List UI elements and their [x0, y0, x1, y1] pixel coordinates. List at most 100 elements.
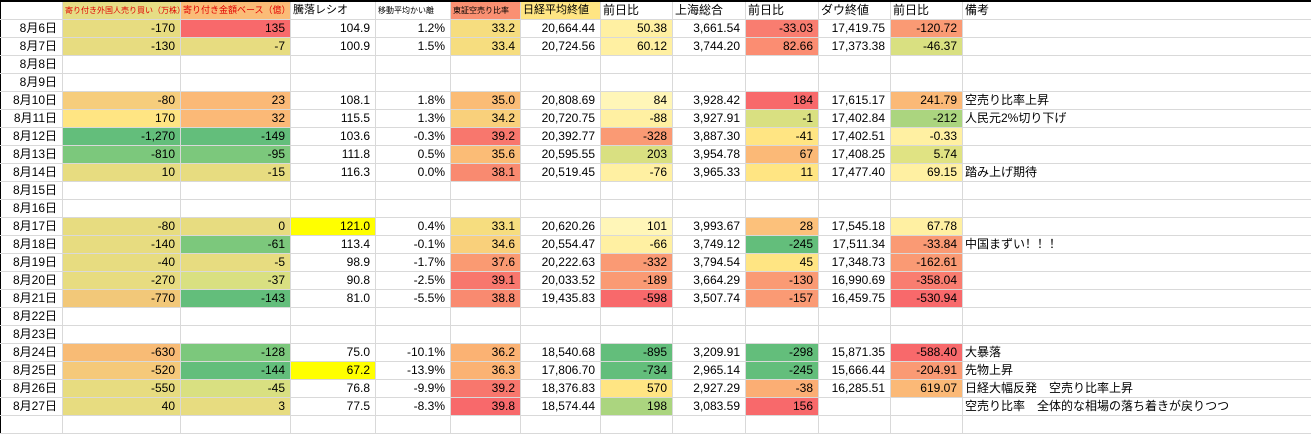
cell-nikkei-close[interactable]	[521, 308, 601, 326]
cell-ma-deviation[interactable]: 0.5%	[376, 146, 451, 164]
cell-dow-close[interactable]: 16,285.51	[819, 380, 891, 398]
cell-short-sell-ratio[interactable]: 35.0	[451, 92, 521, 110]
cell-ma-deviation[interactable]: 1.5%	[376, 38, 451, 56]
cell-short-sell-ratio[interactable]	[451, 416, 521, 434]
header-shanghai-close[interactable]: 上海総合	[673, 1, 746, 20]
cell-ma-deviation[interactable]: 1.2%	[376, 20, 451, 38]
cell-nikkei-change[interactable]	[601, 56, 673, 74]
cell-remarks[interactable]: 人民元2%切り下げ	[963, 110, 1311, 128]
cell-nikkei-close[interactable]: 20,554.47	[521, 236, 601, 254]
cell-dow-close[interactable]: 16,459.75	[819, 290, 891, 308]
cell-nikkei-close[interactable]: 18,574.44	[521, 398, 601, 416]
cell-shanghai-change[interactable]	[746, 74, 819, 92]
header-foreign-open-shares[interactable]: 寄り付き外国人売り買い（万株）	[63, 1, 181, 20]
cell-dow-close[interactable]: 17,348.73	[819, 254, 891, 272]
cell-shanghai-close[interactable]	[673, 200, 746, 218]
cell-foreign-open-shares[interactable]	[63, 200, 181, 218]
cell-dow-close[interactable]: 17,373.38	[819, 38, 891, 56]
cell-ma-deviation[interactable]	[376, 200, 451, 218]
cell-dow-change[interactable]	[891, 398, 963, 416]
cell-remarks[interactable]	[963, 290, 1311, 308]
cell-shanghai-change[interactable]: -38	[746, 380, 819, 398]
cell-dow-close[interactable]: 17,419.75	[819, 20, 891, 38]
cell-foreign-open-value[interactable]	[181, 416, 291, 434]
cell-short-sell-ratio[interactable]: 38.8	[451, 290, 521, 308]
cell-nikkei-change[interactable]: 50.38	[601, 20, 673, 38]
cell-foreign-open-shares[interactable]: -270	[63, 272, 181, 290]
cell-nikkei-change[interactable]: -88	[601, 110, 673, 128]
cell-ma-deviation[interactable]	[376, 326, 451, 344]
cell-date[interactable]: 8月14日	[1, 164, 63, 182]
cell-nikkei-close[interactable]	[521, 74, 601, 92]
cell-ma-deviation[interactable]: 0.4%	[376, 218, 451, 236]
cell-nikkei-change[interactable]: 203	[601, 146, 673, 164]
cell-ma-deviation[interactable]	[376, 56, 451, 74]
cell-advance-decline-ratio[interactable]: 103.6	[291, 128, 376, 146]
cell-ma-deviation[interactable]	[376, 308, 451, 326]
cell-nikkei-close[interactable]: 20,664.44	[521, 20, 601, 38]
cell-ma-deviation[interactable]: 1.8%	[376, 92, 451, 110]
cell-nikkei-change[interactable]: -895	[601, 344, 673, 362]
cell-foreign-open-shares[interactable]	[63, 416, 181, 434]
cell-dow-change[interactable]	[891, 326, 963, 344]
cell-short-sell-ratio[interactable]: 33.1	[451, 218, 521, 236]
cell-dow-change[interactable]: 69.15	[891, 164, 963, 182]
cell-remarks[interactable]: 中国まずい！！！	[963, 236, 1311, 254]
cell-foreign-open-value[interactable]: -45	[181, 380, 291, 398]
cell-foreign-open-value[interactable]: -143	[181, 290, 291, 308]
cell-shanghai-change[interactable]: 184	[746, 92, 819, 110]
header-foreign-open-value[interactable]: 寄り付き金額ベース（億）	[181, 1, 291, 20]
cell-short-sell-ratio[interactable]	[451, 200, 521, 218]
cell-short-sell-ratio[interactable]: 37.6	[451, 254, 521, 272]
header-remarks[interactable]: 備考	[963, 1, 1311, 20]
cell-shanghai-close[interactable]	[673, 74, 746, 92]
cell-dow-close[interactable]	[819, 182, 891, 200]
cell-date[interactable]: 8月25日	[1, 362, 63, 380]
cell-nikkei-close[interactable]: 17,806.70	[521, 362, 601, 380]
cell-shanghai-change[interactable]: -298	[746, 344, 819, 362]
cell-shanghai-change[interactable]: 11	[746, 164, 819, 182]
cell-short-sell-ratio[interactable]	[451, 56, 521, 74]
cell-shanghai-close[interactable]: 3,927.91	[673, 110, 746, 128]
cell-foreign-open-shares[interactable]: 40	[63, 398, 181, 416]
cell-shanghai-close[interactable]: 3,954.78	[673, 146, 746, 164]
cell-date[interactable]: 8月9日	[1, 74, 63, 92]
header-nikkei-change[interactable]: 前日比	[601, 1, 673, 20]
cell-foreign-open-shares[interactable]	[63, 182, 181, 200]
cell-dow-change[interactable]: -358.04	[891, 272, 963, 290]
cell-foreign-open-value[interactable]	[181, 56, 291, 74]
cell-short-sell-ratio[interactable]: 33.4	[451, 38, 521, 56]
cell-advance-decline-ratio[interactable]	[291, 326, 376, 344]
cell-advance-decline-ratio[interactable]	[291, 182, 376, 200]
cell-date[interactable]: 8月15日	[1, 182, 63, 200]
cell-advance-decline-ratio[interactable]: 81.0	[291, 290, 376, 308]
cell-advance-decline-ratio[interactable]: 75.0	[291, 344, 376, 362]
cell-short-sell-ratio[interactable]: 36.3	[451, 362, 521, 380]
cell-dow-change[interactable]	[891, 200, 963, 218]
cell-foreign-open-shares[interactable]: -130	[63, 38, 181, 56]
cell-remarks[interactable]	[963, 272, 1311, 290]
cell-advance-decline-ratio[interactable]: 116.3	[291, 164, 376, 182]
cell-remarks[interactable]	[963, 20, 1311, 38]
cell-shanghai-close[interactable]: 3,993.67	[673, 218, 746, 236]
cell-shanghai-change[interactable]: -130	[746, 272, 819, 290]
cell-nikkei-change[interactable]: -598	[601, 290, 673, 308]
cell-shanghai-close[interactable]: 3,794.54	[673, 254, 746, 272]
cell-nikkei-close[interactable]: 20,620.26	[521, 218, 601, 236]
cell-shanghai-close[interactable]: 2,965.14	[673, 362, 746, 380]
cell-shanghai-close[interactable]	[673, 182, 746, 200]
cell-remarks[interactable]	[963, 146, 1311, 164]
cell-remarks[interactable]	[963, 200, 1311, 218]
cell-shanghai-change[interactable]	[746, 326, 819, 344]
cell-date[interactable]: 8月18日	[1, 236, 63, 254]
cell-short-sell-ratio[interactable]	[451, 326, 521, 344]
cell-shanghai-close[interactable]	[673, 56, 746, 74]
cell-date[interactable]: 8月10日	[1, 92, 63, 110]
cell-ma-deviation[interactable]	[376, 182, 451, 200]
cell-short-sell-ratio[interactable]: 35.6	[451, 146, 521, 164]
cell-ma-deviation[interactable]	[376, 74, 451, 92]
cell-foreign-open-value[interactable]: -5	[181, 254, 291, 272]
cell-nikkei-close[interactable]: 19,435.83	[521, 290, 601, 308]
cell-shanghai-close[interactable]	[673, 326, 746, 344]
cell-shanghai-close[interactable]: 3,661.54	[673, 20, 746, 38]
